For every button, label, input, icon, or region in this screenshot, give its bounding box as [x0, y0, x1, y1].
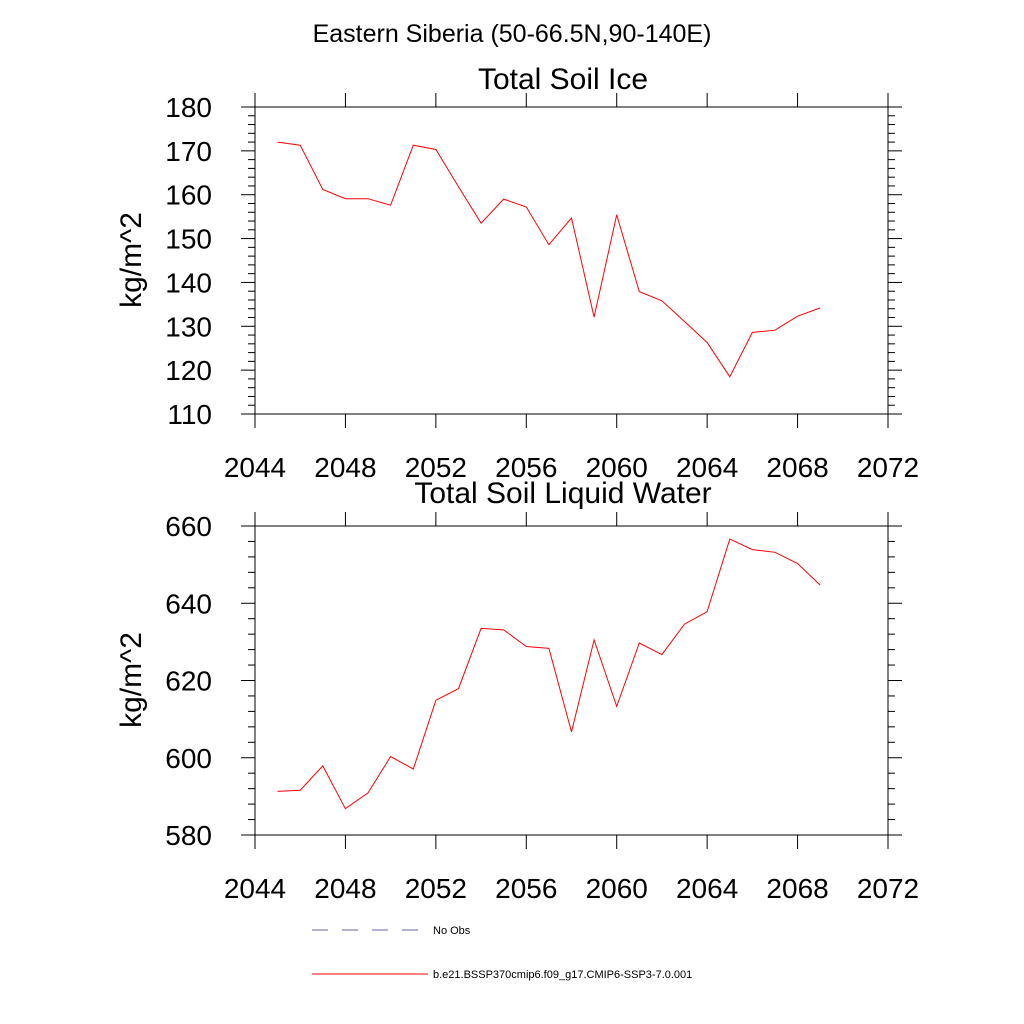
plot-frame	[254, 106, 889, 415]
x-tick-label: 2072	[857, 452, 919, 483]
y-axis-label: kg/m^2	[115, 632, 148, 728]
panel-title: Total Soil Liquid Water	[414, 477, 711, 510]
y-tick-label: 130	[165, 311, 212, 342]
panel-total-soil-ice: Total Soil Ice kg/m^2 2044 2048 2052 2056 20…	[115, 63, 919, 483]
legend-label-model: b.e21.BSSP370cmip6.f09_g17.CMIP6-SSP3-7.…	[433, 969, 692, 981]
y-tick-label: 660	[165, 511, 212, 542]
y-tick-label: 170	[165, 136, 212, 167]
y-tick-label: 180	[165, 92, 212, 123]
x-tick-label: 2072	[857, 873, 919, 904]
legend-label-no-obs: No Obs	[433, 925, 471, 937]
legend: No Obs b.e21.BSSP370cmip6.f09_g17.CMIP6-…	[312, 925, 692, 981]
y-tick-label: 600	[165, 743, 212, 774]
y-tick-label: 120	[165, 355, 212, 386]
x-tick-label: 2048	[314, 873, 376, 904]
y-tick-label: 160	[165, 180, 212, 211]
plot-area: 2044 2048 2052 2056 2060 2064 2068 2072 580 600 62…	[165, 511, 919, 904]
x-tick-label: 2048	[314, 452, 376, 483]
x-tick-label: 2052	[405, 873, 467, 904]
series-line	[277, 538, 821, 810]
x-tick-label: 2056	[495, 873, 557, 904]
x-tick-label: 2064	[676, 452, 738, 483]
series-line	[277, 141, 821, 378]
y-tick-label: 620	[165, 666, 212, 697]
x-tick-label: 2044	[224, 873, 286, 904]
y-axis-label: kg/m^2	[115, 212, 148, 308]
x-tick-label: 2056	[495, 452, 557, 483]
panel-total-soil-liquid-water: Total Soil Liquid Water kg/m^2 2044 2048 2…	[115, 477, 919, 904]
x-tick-label: 2060	[586, 452, 648, 483]
x-tick-label: 2052	[405, 452, 467, 483]
plot-frame	[254, 525, 889, 836]
x-tick-label: 2068	[766, 452, 828, 483]
y-tick-label: 150	[165, 224, 212, 255]
x-tick-label: 2068	[766, 873, 828, 904]
x-tick-label: 2060	[586, 873, 648, 904]
y-tick-label: 580	[165, 820, 212, 851]
y-tick-label: 640	[165, 588, 212, 619]
plot-area: 2044 2048 2052 2056 2060 2064 2068 2072 110 120 13…	[165, 92, 919, 483]
x-tick-label: 2064	[676, 873, 738, 904]
y-tick-label: 140	[165, 267, 212, 298]
x-tick-label: 2044	[224, 452, 286, 483]
y-tick-label: 110	[167, 399, 212, 430]
panel-title: Total Soil Ice	[478, 63, 648, 96]
figure-suptitle: Eastern Siberia (50-66.5N,90-140E)	[313, 20, 712, 48]
